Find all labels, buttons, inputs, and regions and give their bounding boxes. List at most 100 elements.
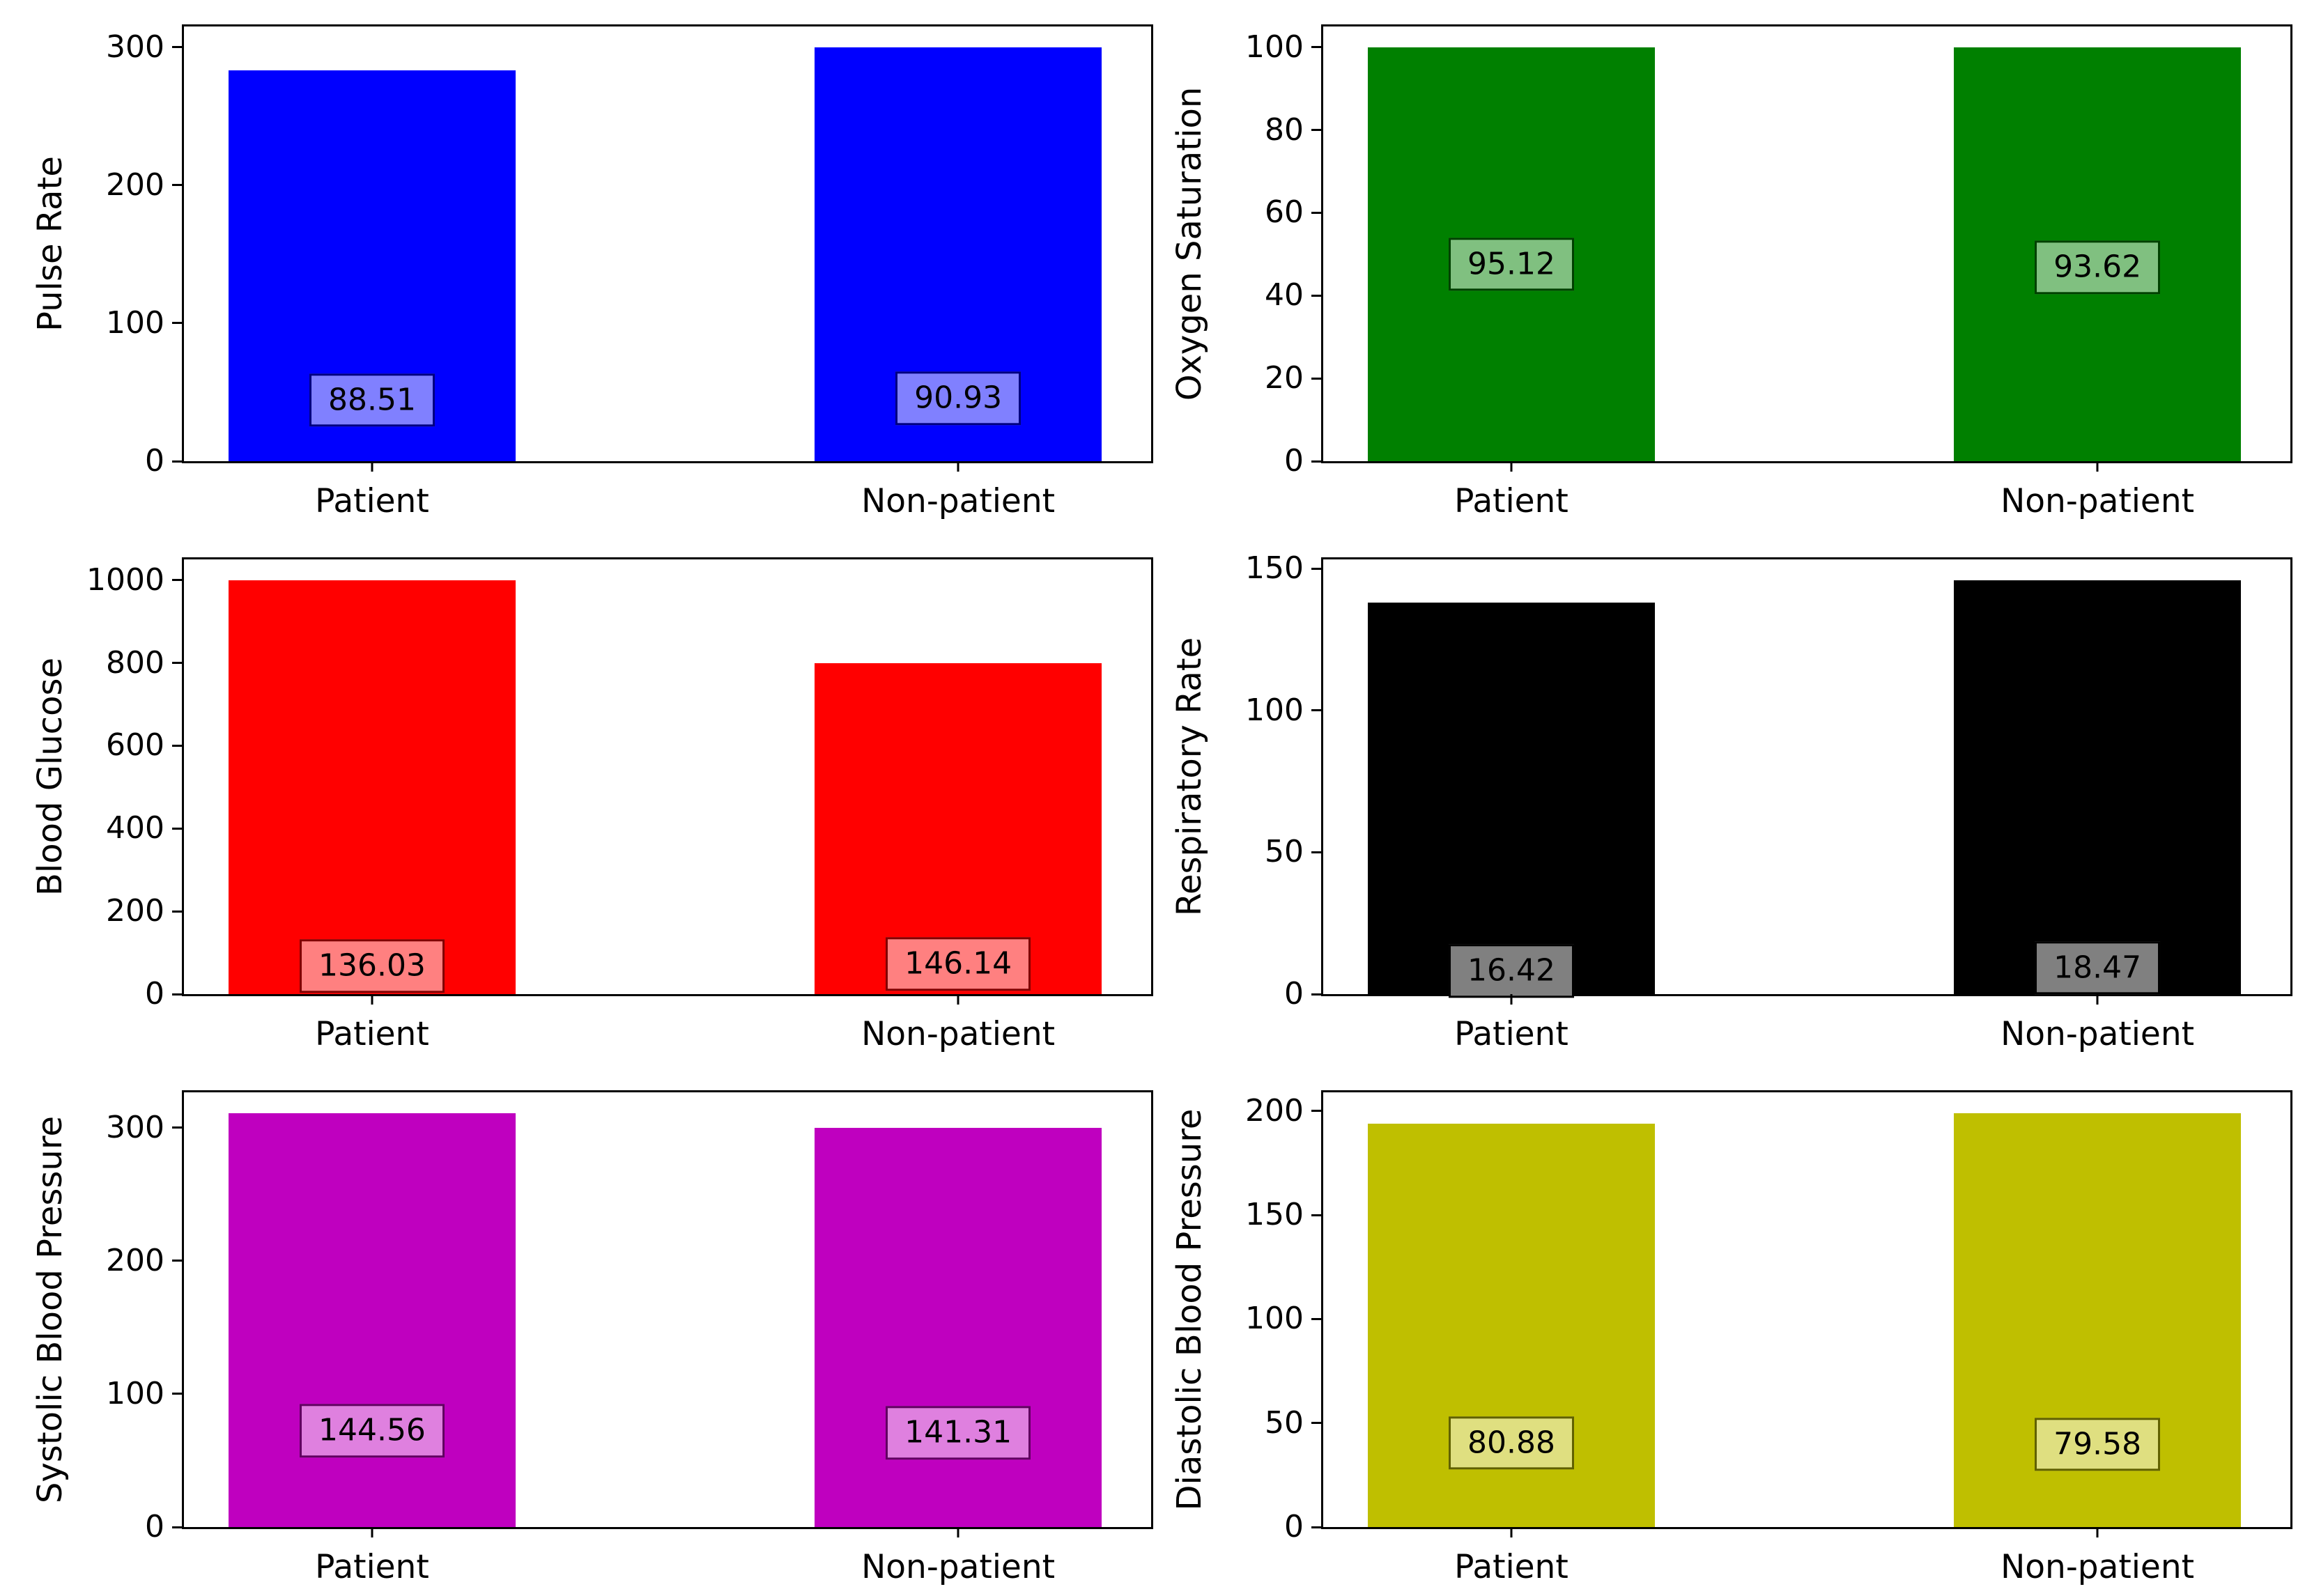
x-tick-mark: [2096, 994, 2099, 1005]
y-axis-label: Blood Glucose: [31, 658, 70, 896]
y-axis-label: Diastolic Blood Pressure: [1170, 1108, 1209, 1511]
y-tick-label: 100: [106, 1375, 164, 1411]
y-tick-mark: [1311, 567, 1321, 570]
y-tick-mark: [1311, 993, 1321, 995]
y-tick-mark: [172, 662, 182, 665]
y-tick-label: 400: [106, 810, 164, 846]
y-axis-label: Systolic Blood Pressure: [31, 1115, 70, 1504]
y-tick-label: 200: [106, 1242, 164, 1278]
x-tick-mark: [957, 461, 959, 472]
x-tick-mark: [2096, 1527, 2099, 1537]
y-tick-mark: [1311, 377, 1321, 380]
y-tick-label: 20: [1265, 360, 1304, 396]
bar-value-label-patient: 88.51: [309, 373, 435, 427]
y-tick-mark: [172, 744, 182, 747]
y-tick-label: 100: [106, 304, 164, 341]
y-tick-mark: [172, 322, 182, 325]
y-tick-mark: [1311, 460, 1321, 463]
y-tick-label: 50: [1265, 834, 1304, 870]
y-tick-mark: [172, 1260, 182, 1262]
x-tick-mark: [1510, 994, 1513, 1005]
y-tick-label: 100: [1245, 692, 1304, 728]
y-axis-label: Respiratory Rate: [1170, 637, 1209, 917]
y-tick-label: 0: [1284, 1509, 1304, 1544]
y-tick-label: 100: [1245, 29, 1304, 65]
bar-value-label-non-patient: 146.14: [886, 937, 1031, 991]
x-tick-label-non-patient: Non-patient: [861, 482, 1056, 520]
x-tick-mark: [371, 1527, 373, 1537]
x-tick-label-non-patient: Non-patient: [2001, 482, 2195, 520]
x-tick-mark: [957, 1527, 959, 1537]
y-tick-mark: [172, 46, 182, 49]
y-tick-mark: [1311, 1526, 1321, 1528]
y-tick-mark: [172, 1393, 182, 1395]
y-tick-mark: [172, 579, 182, 582]
y-tick-mark: [1311, 1317, 1321, 1320]
x-tick-label-patient: Patient: [1454, 482, 1568, 520]
y-tick-mark: [1311, 1214, 1321, 1216]
x-tick-label-non-patient: Non-patient: [861, 1548, 1056, 1586]
bar-value-label-non-patient: 18.47: [2035, 941, 2161, 995]
y-tick-mark: [1311, 46, 1321, 49]
y-tick-label: 40: [1265, 277, 1304, 313]
x-tick-mark: [1510, 461, 1513, 472]
y-tick-mark: [172, 910, 182, 913]
y-tick-label: 1000: [86, 561, 164, 598]
y-tick-label: 200: [1245, 1092, 1304, 1129]
y-tick-mark: [1311, 1422, 1321, 1425]
y-tick-label: 0: [1284, 443, 1304, 479]
x-tick-mark: [957, 994, 959, 1005]
x-tick-label-non-patient: Non-patient: [2001, 1548, 2195, 1586]
subplot-pulse-rate: Pulse Rate 0 100 200 300 88.51 Patient 90.93 Non…: [31, 24, 1153, 520]
y-tick-label: 300: [106, 1109, 164, 1145]
y-tick-label: 0: [145, 1509, 164, 1544]
y-tick-label: 0: [145, 976, 164, 1012]
y-axis-label: Pulse Rate: [31, 156, 70, 332]
y-tick-label: 800: [106, 644, 164, 681]
y-tick-label: 50: [1265, 1404, 1304, 1441]
y-tick-label: 600: [106, 727, 164, 764]
y-tick-mark: [172, 184, 182, 187]
x-tick-label-patient: Patient: [315, 1015, 429, 1053]
y-tick-label: 0: [1284, 976, 1304, 1012]
bar-value-label-non-patient: 79.58: [2035, 1417, 2161, 1471]
x-tick-mark: [371, 994, 373, 1005]
y-tick-label: 150: [1245, 1197, 1304, 1233]
y-tick-label: 0: [145, 443, 164, 479]
bar-value-label-non-patient: 93.62: [2035, 240, 2161, 295]
x-tick-mark: [2096, 461, 2099, 472]
y-tick-label: 80: [1265, 111, 1304, 148]
bar-patient: [1367, 603, 1656, 994]
x-tick-label-patient: Patient: [315, 1548, 429, 1586]
y-tick-label: 200: [106, 166, 164, 203]
bar-value-label-patient: 136.03: [299, 939, 445, 993]
bar-non-patient: [814, 1127, 1102, 1527]
y-tick-label: 100: [1245, 1301, 1304, 1337]
bar-patient: [228, 580, 516, 994]
y-tick-mark: [172, 460, 182, 463]
bar-value-label-non-patient: 90.93: [895, 371, 1022, 426]
y-tick-mark: [1311, 211, 1321, 214]
y-tick-mark: [1311, 129, 1321, 132]
bar-value-label-patient: 16.42: [1448, 944, 1574, 998]
y-tick-mark: [172, 993, 182, 995]
y-tick-mark: [1311, 709, 1321, 712]
subplot-respiratory-rate: Respiratory Rate 0 50 100 150 16.42 Patient 18.…: [1170, 550, 2292, 1053]
y-tick-label: 200: [106, 893, 164, 929]
bar-patient: [228, 1113, 516, 1527]
x-tick-mark: [1510, 1527, 1513, 1537]
subplot-oxygen-saturation: Oxygen Saturation 0 20 40 60 80 100 95.12 Patien…: [1170, 24, 2292, 520]
y-tick-mark: [172, 827, 182, 830]
y-axis-label: Oxygen Saturation: [1170, 86, 1209, 401]
x-tick-mark: [371, 461, 373, 472]
x-tick-label-patient: Patient: [1454, 1548, 1568, 1586]
x-tick-label-patient: Patient: [1454, 1015, 1568, 1053]
y-tick-label: 150: [1245, 550, 1304, 587]
y-tick-mark: [1311, 1110, 1321, 1113]
x-tick-label-non-patient: Non-patient: [2001, 1015, 2195, 1053]
bar-non-patient: [1953, 580, 2242, 994]
y-tick-mark: [172, 1126, 182, 1129]
x-tick-label-patient: Patient: [315, 482, 429, 520]
bar-value-label-patient: 80.88: [1448, 1416, 1574, 1470]
